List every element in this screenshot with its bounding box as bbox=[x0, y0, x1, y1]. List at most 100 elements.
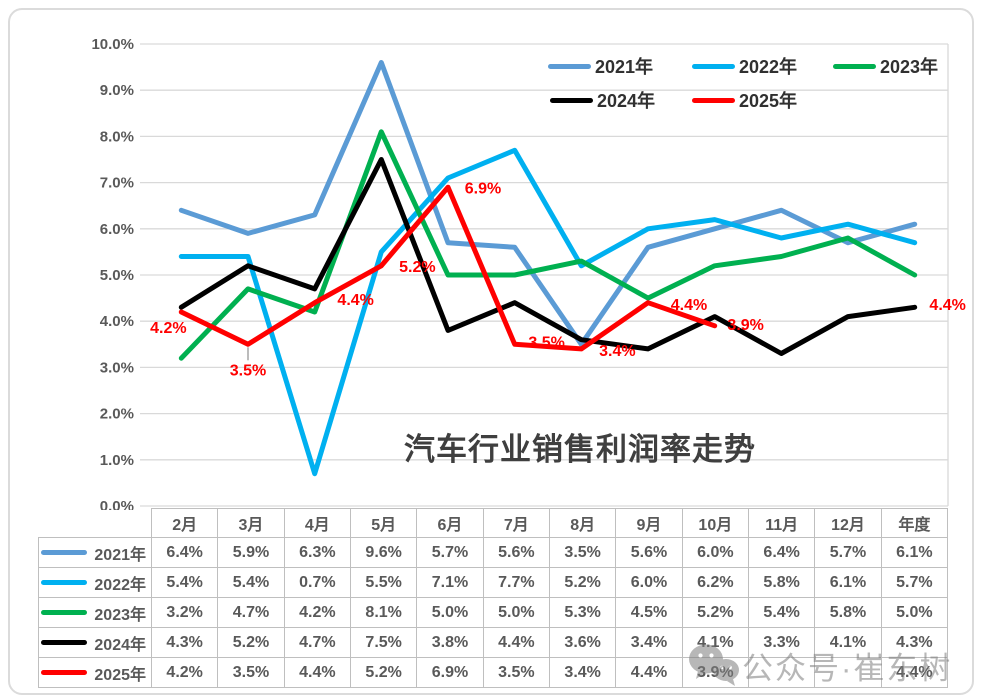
data-label: 4.4% bbox=[929, 297, 965, 314]
data-label: 3.5% bbox=[230, 363, 266, 380]
y-axis-label: 2.0% bbox=[100, 406, 134, 423]
y-axis-label: 3.0% bbox=[100, 359, 134, 376]
data-label: 3.4% bbox=[599, 343, 635, 360]
table-cell: 4.4% bbox=[616, 658, 683, 688]
y-axis-label: 8.0% bbox=[100, 128, 134, 145]
table-row-label: 2025年 bbox=[38, 658, 152, 688]
table-header-cell: 9月 bbox=[616, 508, 683, 538]
row-line-swatch bbox=[41, 580, 87, 585]
row-label-text: 2021年 bbox=[94, 546, 146, 564]
data-label: 4.4% bbox=[337, 292, 373, 309]
table-cell: 5.7% bbox=[881, 568, 948, 598]
series-line-2021年 bbox=[178, 60, 918, 347]
legend-label: 2021年 bbox=[595, 57, 654, 77]
series-line-2025年 bbox=[178, 184, 718, 352]
table-header-cell: 年度 bbox=[881, 508, 948, 538]
table-cell: 5.4% bbox=[152, 568, 219, 598]
table-cell: 4.4% bbox=[483, 628, 550, 658]
table-header-cell: 10月 bbox=[682, 508, 749, 538]
series-line-2024年 bbox=[178, 157, 918, 356]
row-label-text: 2023年 bbox=[94, 606, 146, 624]
row-line-swatch bbox=[41, 670, 87, 675]
legend-item-2024年: 2024年 bbox=[550, 89, 655, 111]
y-axis-label: 10.0% bbox=[91, 36, 134, 53]
table-cell: 4.3% bbox=[881, 628, 948, 658]
data-label: 5.2% bbox=[399, 259, 435, 276]
series-line-2022年 bbox=[178, 147, 918, 477]
table-cell: 3.9% bbox=[682, 658, 749, 688]
legend-label: 2025年 bbox=[739, 91, 798, 111]
y-axis-label: 4.0% bbox=[100, 313, 134, 330]
data-label: 4.2% bbox=[150, 320, 186, 337]
table-cell: 5.8% bbox=[749, 568, 816, 598]
table-header-cell: 7月 bbox=[483, 508, 550, 538]
table-cell: 3.8% bbox=[417, 628, 484, 658]
table-cell: 5.5% bbox=[351, 568, 418, 598]
table-cell: 4.2% bbox=[152, 658, 219, 688]
table-header-cell: 3月 bbox=[218, 508, 285, 538]
table-cell: 6.4% bbox=[749, 538, 816, 568]
table-cell: 7.7% bbox=[483, 568, 550, 598]
table-cell: 6.1% bbox=[881, 538, 948, 568]
table-cell: 3.5% bbox=[218, 658, 285, 688]
table-row-label: 2021年 bbox=[38, 538, 152, 568]
table-header-cell: 11月 bbox=[749, 508, 816, 538]
y-axis-label: 1.0% bbox=[100, 452, 134, 469]
table-header-cell: 2月 bbox=[152, 508, 219, 538]
table-cell: 5.2% bbox=[550, 568, 617, 598]
table-cell: 6.1% bbox=[815, 568, 882, 598]
table-cell: 8.1% bbox=[351, 598, 418, 628]
legend-line-swatch bbox=[548, 63, 591, 69]
table-cell: 4.5% bbox=[616, 598, 683, 628]
table-cell: 4.1% bbox=[682, 628, 749, 658]
table-cell: 5.9% bbox=[218, 538, 285, 568]
row-line-swatch bbox=[41, 550, 87, 555]
table-cell: 5.7% bbox=[815, 538, 882, 568]
legend-label: 2024年 bbox=[597, 91, 656, 111]
table-cell: 5.6% bbox=[616, 538, 683, 568]
table-row-label: 2022年 bbox=[38, 568, 152, 598]
legend-line-swatch bbox=[692, 63, 735, 69]
legend-item-2023年: 2023年 bbox=[833, 55, 938, 77]
table-cell: 4.7% bbox=[218, 598, 285, 628]
table-cell: 3.5% bbox=[483, 658, 550, 688]
table-row-label: 2024年 bbox=[38, 628, 152, 658]
y-axis-label: 6.0% bbox=[100, 221, 134, 238]
row-line-swatch bbox=[41, 640, 87, 645]
table-cell: 5.8% bbox=[815, 598, 882, 628]
table-cell: 5.2% bbox=[351, 658, 418, 688]
row-label-text: 2022年 bbox=[94, 576, 146, 594]
table-cell: 9.6% bbox=[351, 538, 418, 568]
table-cell: 4.7% bbox=[284, 628, 351, 658]
table-cell: 5.4% bbox=[749, 598, 816, 628]
data-label: 3.5% bbox=[528, 335, 564, 352]
table-cell: 5.3% bbox=[550, 598, 617, 628]
y-axis-label: 5.0% bbox=[100, 267, 134, 284]
table-cell: 3.2% bbox=[152, 598, 219, 628]
chart-plot-area: 0.0% 1.0% 2.0% 3.0% 4.0% 5.0% 6.0% 7.0% 8.0% 9.0%… bbox=[91, 36, 965, 510]
table-cell: 3.4% bbox=[616, 628, 683, 658]
table-cell: 5.0% bbox=[881, 598, 948, 628]
table-header-cell: 6月 bbox=[417, 508, 484, 538]
table-cell: 3.5% bbox=[550, 538, 617, 568]
table-cell: 5.0% bbox=[417, 598, 484, 628]
table-cell bbox=[815, 658, 882, 688]
y-axis-label: 0.0% bbox=[100, 498, 134, 510]
data-label: 6.9% bbox=[465, 180, 501, 197]
legend-item-2021年: 2021年 bbox=[548, 55, 653, 77]
table-cell: 5.7% bbox=[417, 538, 484, 568]
table-header-cell: 5月 bbox=[351, 508, 418, 538]
y-axis-label: 9.0% bbox=[100, 82, 134, 99]
table-header-cell: 4月 bbox=[284, 508, 351, 538]
table-cell: 0.7% bbox=[284, 568, 351, 598]
table-cell: 5.2% bbox=[682, 598, 749, 628]
legend-label: 2022年 bbox=[739, 57, 798, 77]
table-cell: 4.4% bbox=[881, 658, 948, 688]
table-cell: 7.5% bbox=[351, 628, 418, 658]
table-cell: 5.0% bbox=[483, 598, 550, 628]
row-label-text: 2025年 bbox=[94, 666, 146, 684]
chart-title: 汽车行业销售利润率走势 bbox=[404, 432, 756, 467]
legend-line-swatch bbox=[833, 63, 876, 69]
table-cell: 3.3% bbox=[749, 628, 816, 658]
